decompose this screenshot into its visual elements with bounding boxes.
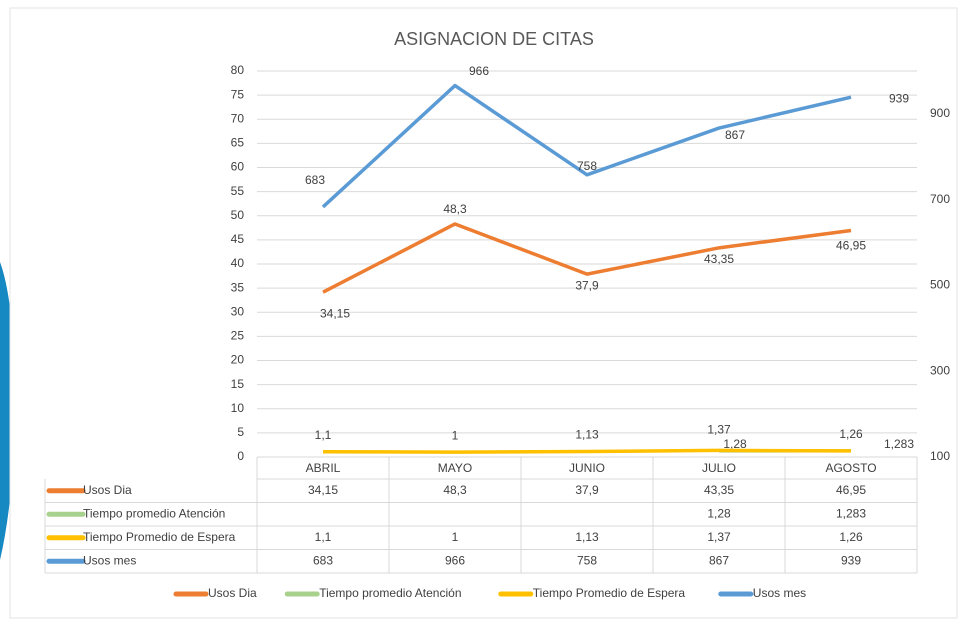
data-label: 867	[725, 128, 745, 142]
table-cell: 683	[313, 553, 333, 567]
y-tick-label: 35	[231, 280, 245, 294]
legend-label: Tiempo Promedio de Espera	[533, 586, 686, 600]
table-row-label: Tiempo Promedio de Espera	[83, 530, 236, 544]
series-line	[322, 448, 852, 454]
table-cell: 46,95	[836, 483, 866, 497]
legend-label: Usos Dia	[208, 586, 257, 600]
table-cell: 966	[445, 553, 465, 567]
y-tick-label: 30	[231, 304, 245, 318]
data-label: 1	[452, 428, 459, 442]
data-label: 758	[577, 159, 597, 173]
table-cell: 1,26	[839, 530, 863, 544]
table-cell: 1,1	[315, 530, 332, 544]
data-label: 966	[469, 64, 489, 78]
data-label: 1,1	[315, 428, 332, 442]
data-label: 1,13	[575, 428, 599, 442]
series-line	[322, 222, 852, 294]
data-label: 939	[889, 91, 909, 105]
y-tick-label: 40	[231, 256, 245, 270]
y-tick-label: 5	[237, 425, 244, 439]
table-cell: 37,9	[575, 483, 599, 497]
data-label: 1,37	[707, 423, 731, 437]
table-cell: 1	[452, 530, 459, 544]
table-cell: 43,35	[704, 483, 734, 497]
data-label: 1,26	[839, 427, 863, 441]
y2-tick-label: 500	[930, 278, 950, 292]
table-cell: 867	[709, 553, 729, 567]
y-tick-label: 20	[231, 353, 245, 367]
table-row-label: Tiempo promedio Atención	[83, 506, 225, 520]
data-label: 43,35	[704, 252, 734, 266]
y-tick-label: 60	[231, 160, 245, 174]
table-cell: 48,3	[443, 483, 467, 497]
data-label: 46,95	[836, 239, 866, 253]
y2-tick-label: 300	[930, 363, 950, 377]
y2-tick-label: 700	[930, 192, 950, 206]
data-label: 1,283	[884, 437, 914, 451]
y-tick-label: 55	[231, 184, 245, 198]
x-tick-label: AGOSTO	[825, 461, 876, 475]
data-label: 1,28	[723, 437, 747, 451]
x-tick-label: JULIO	[702, 461, 736, 475]
y-tick-label: 75	[231, 87, 245, 101]
table-cell: 1,13	[575, 530, 599, 544]
x-tick-label: ABRIL	[306, 461, 341, 475]
y-tick-label: 10	[231, 401, 245, 415]
y-tick-label: 45	[231, 232, 245, 246]
data-label: 48,3	[443, 202, 467, 216]
table-row-label: Usos Dia	[83, 483, 132, 497]
y-tick-label: 0	[237, 449, 244, 463]
table-cell: 758	[577, 553, 597, 567]
series-line	[321, 83, 852, 209]
table-cell: 939	[841, 553, 861, 567]
x-tick-label: MAYO	[438, 461, 472, 475]
legend-label: Usos mes	[753, 586, 806, 600]
y-tick-label: 70	[231, 111, 245, 125]
table-cell: 1,28	[707, 506, 731, 520]
y2-tick-label: 100	[930, 449, 950, 463]
y2-tick-label: 900	[930, 106, 950, 120]
table-cell: 1,283	[836, 506, 866, 520]
x-tick-label: JUNIO	[569, 461, 605, 475]
data-label: 34,15	[320, 306, 350, 320]
y-tick-label: 80	[231, 63, 245, 77]
data-label: 683	[305, 173, 325, 187]
chart-title: ASIGNACION DE CITAS	[394, 29, 594, 49]
table-cell: 1,37	[707, 530, 731, 544]
y-tick-label: 65	[231, 136, 245, 150]
y-tick-label: 15	[231, 377, 245, 391]
y-tick-label: 25	[231, 329, 245, 343]
table-cell: 34,15	[308, 483, 338, 497]
table-row-label: Usos mes	[83, 553, 136, 567]
legend-label: Tiempo promedio Atención	[319, 586, 461, 600]
data-label: 37,9	[575, 278, 599, 292]
y-tick-label: 50	[231, 208, 245, 222]
